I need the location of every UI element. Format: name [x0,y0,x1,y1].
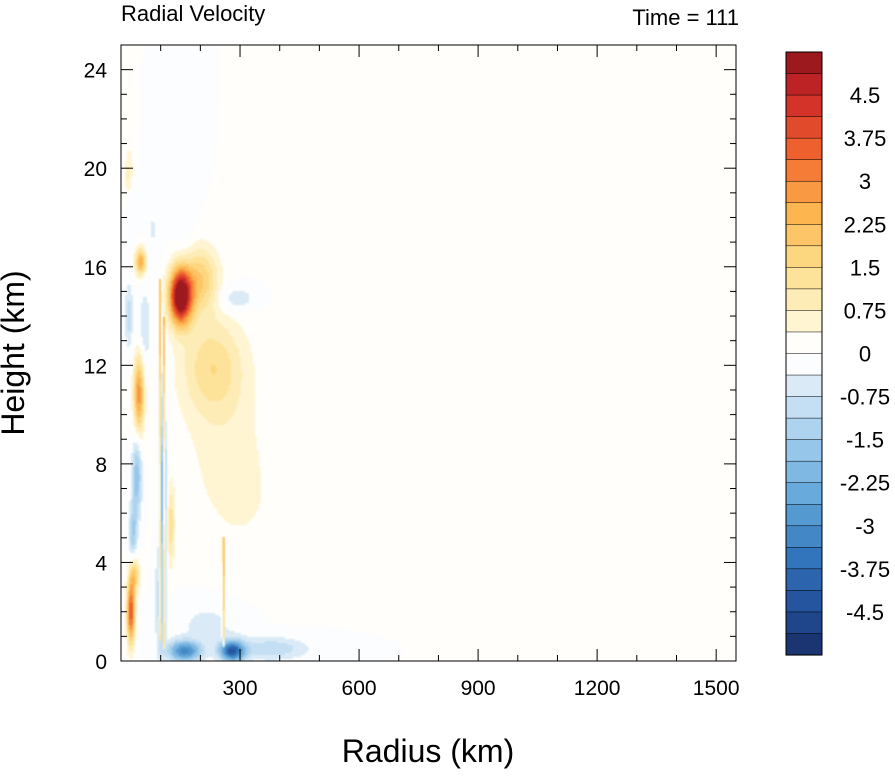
colorbar-swatch [785,51,823,75]
colorbar-swatch [785,568,823,591]
colorbar-swatch [785,417,823,441]
y-tick-label: 20 [84,158,107,181]
colorbar-label: 0.75 [844,298,887,323]
colorbar-swatch [785,374,823,398]
colorbar-swatch [785,504,823,527]
x-tick-label: 900 [461,677,496,700]
y-tick-label: 8 [95,454,107,477]
y-tick-label: 24 [84,60,108,83]
y-axis: 0 4 8 12 16 20 24 [84,44,736,674]
colorbar-swatch [785,353,823,376]
plot-frame [120,44,737,662]
colorbar-label: 3.75 [844,126,887,151]
y-tick-label: 16 [84,257,107,280]
colorbar-swatch [785,224,823,247]
colorbar: 4.5 3.75 3 2.25 1.5 0.75 0 -0.75 -1.5 -2.25 -3 -3.7… [785,51,890,656]
x-tick-label: 1500 [693,677,740,700]
y-axis-label: Height (km) [0,270,31,435]
colorbar-swatch [785,73,823,96]
y-tick-label: 0 [95,651,107,674]
colorbar-swatch [785,547,823,570]
colorbar-label: -4.5 [846,600,884,625]
colorbar-label: 0 [859,342,871,367]
colorbar-swatch [785,439,823,462]
x-tick-label: 600 [342,677,377,700]
colorbar-label: -1.5 [846,428,884,453]
chart-title: Radial Velocity [121,1,265,26]
colorbar-label: 2.25 [844,212,887,237]
colorbar-swatch [785,396,823,419]
colorbar-label: -3.75 [840,557,890,582]
colorbar-swatch [785,245,823,268]
x-tick-label: 1200 [574,677,621,700]
colorbar-swatch [785,590,823,613]
colorbar-swatch [785,267,823,290]
x-tick-label: 300 [223,677,258,700]
x-axis-label: Radius (km) [342,733,514,769]
colorbar-swatch [785,482,823,505]
colorbar-swatch [785,159,823,182]
colorbar-swatch [785,460,823,484]
heatmap [121,45,736,661]
y-tick-label: 12 [84,355,107,378]
colorbar-label: -2.25 [840,471,890,496]
colorbar-label: 1.5 [850,255,881,280]
y-tick-label: 4 [95,552,107,575]
plot-area [121,45,736,661]
colorbar-label: 3 [859,169,871,194]
colorbar-swatch [785,611,823,635]
colorbar-label: -0.75 [840,385,890,410]
colorbar-label: 4.5 [850,83,881,108]
x-axis: 300 600 900 1200 1500 [160,45,740,700]
time-label: Time = 111 [632,5,739,30]
colorbar-swatch [785,525,823,548]
colorbar-swatch [785,633,823,656]
colorbar-frame [785,51,823,656]
colorbar-swatch [785,94,823,118]
colorbar-swatch [785,137,823,161]
colorbar-swatch [785,288,823,311]
colorbar-swatch [785,202,823,225]
colorbar-swatch [785,116,823,139]
colorbar-swatch [785,310,823,333]
colorbar-label: -3 [855,514,875,539]
colorbar-swatch [785,180,823,204]
colorbar-swatch [785,331,823,355]
